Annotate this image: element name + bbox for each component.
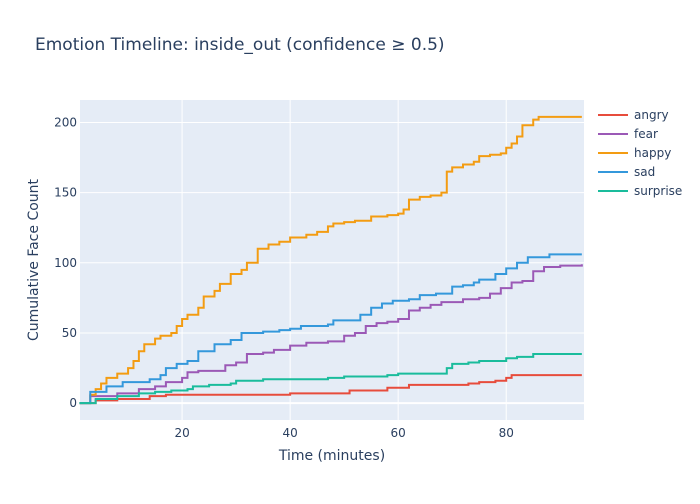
- series-line-happy: [79, 115, 582, 405]
- x-tick-label: 40: [282, 426, 297, 440]
- series-line-fear: [79, 264, 583, 405]
- x-tick-label: 80: [499, 426, 514, 440]
- y-tick-label: 0: [69, 396, 77, 410]
- x-tick-label: 60: [391, 426, 406, 440]
- legend-label: angry: [634, 108, 669, 122]
- chart-title: Emotion Timeline: inside_out (confidence…: [35, 35, 445, 55]
- y-tick-label: 200: [54, 115, 77, 129]
- x-axis-label: Time (minutes): [278, 448, 385, 464]
- legend-item-surprise[interactable]: surprise: [598, 184, 682, 198]
- legend-item-happy[interactable]: happy: [598, 146, 671, 160]
- y-axis-label: Cumulative Face Count: [26, 178, 42, 341]
- series-lines: [79, 115, 583, 405]
- series-line-sad: [79, 253, 582, 405]
- legend-label: happy: [634, 146, 671, 160]
- legend-label: surprise: [634, 184, 682, 198]
- legend-label: fear: [634, 127, 658, 141]
- legend-item-sad[interactable]: sad: [598, 165, 655, 179]
- series-line-surprise: [79, 353, 582, 405]
- legend-item-angry[interactable]: angry: [598, 108, 669, 122]
- y-tick-label: 150: [54, 186, 77, 200]
- tick-labels: 20 40 60 80 0 50 100 150 200: [54, 115, 514, 440]
- y-tick-label: 50: [62, 326, 77, 340]
- gridlines: [80, 100, 584, 420]
- x-tick-label: 20: [174, 426, 189, 440]
- series-line-angry: [79, 374, 582, 405]
- legend[interactable]: angry fear happy sad surprise: [598, 108, 682, 198]
- legend-label: sad: [634, 165, 655, 179]
- legend-item-fear[interactable]: fear: [598, 127, 658, 141]
- y-tick-label: 100: [54, 256, 77, 270]
